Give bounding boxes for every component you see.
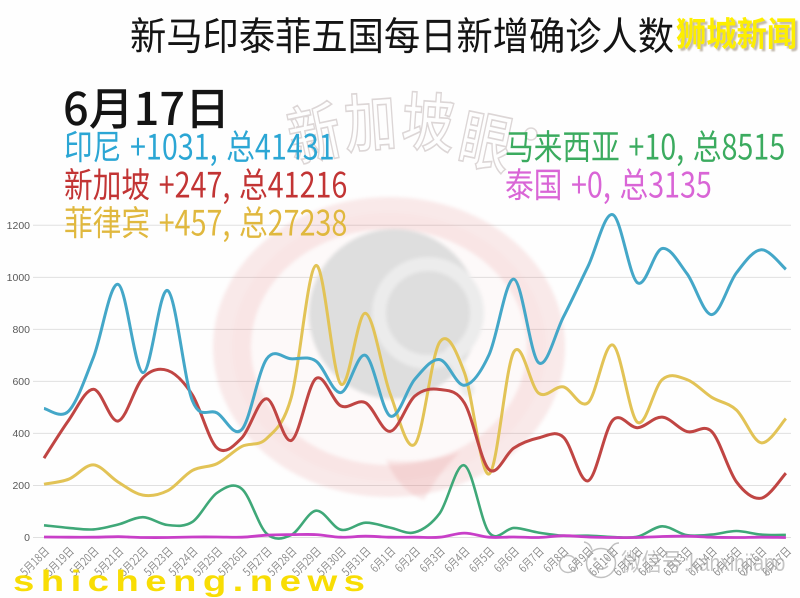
svg-text:1200: 1200: [7, 220, 31, 232]
svg-text:shicheng.news: shicheng.news: [13, 565, 371, 598]
svg-text:600: 600: [12, 376, 30, 388]
svg-text:1000: 1000: [7, 272, 31, 284]
svg-text:200: 200: [12, 480, 30, 492]
svg-text:0: 0: [24, 532, 30, 544]
svg-text:800: 800: [12, 324, 30, 336]
svg-text::kanxinjiapo: :kanxinjiapo: [684, 549, 785, 577]
svg-text:400: 400: [12, 428, 30, 440]
